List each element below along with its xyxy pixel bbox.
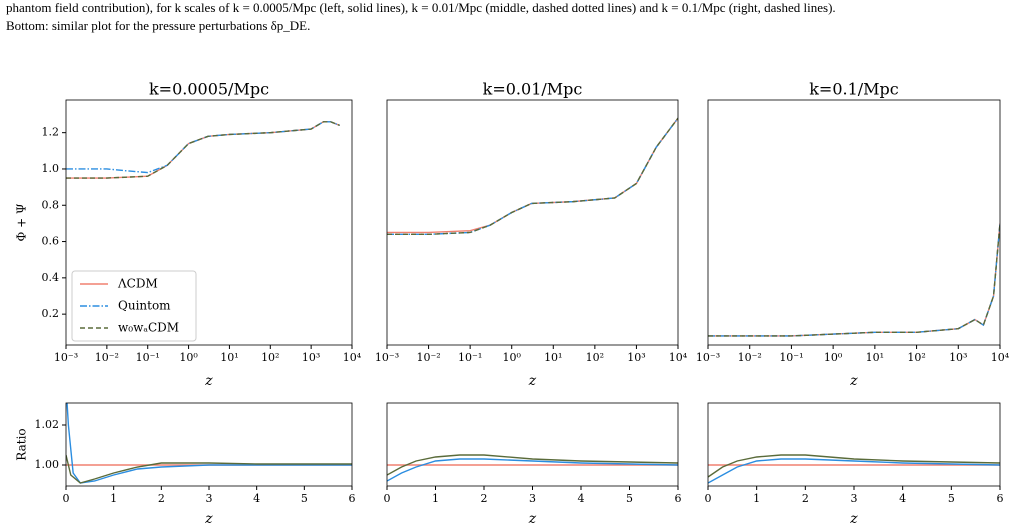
x-axis-label: z xyxy=(204,511,213,527)
legend-label: w₀wₐCDM xyxy=(118,321,179,335)
series-line xyxy=(387,117,678,234)
y-tick-label: 0.6 xyxy=(42,235,60,248)
x-tick-label: 10⁰ xyxy=(503,351,522,364)
y-tick-label: 1.00 xyxy=(35,458,60,471)
x-tick-label: 10³ xyxy=(949,351,967,364)
x-tick-label: 6 xyxy=(349,492,356,505)
panel-title: k=0.0005/Mpc xyxy=(149,80,269,99)
x-tick-label: 10⁰ xyxy=(179,351,198,364)
x-tick-label: 10⁻² xyxy=(416,351,440,364)
x-tick-label: 4 xyxy=(899,492,906,505)
x-tick-label: 10⁻¹ xyxy=(458,351,482,364)
axes-frame xyxy=(65,402,353,487)
caption-line: phantom field contribution), for k scale… xyxy=(6,0,836,15)
x-tick-label: 5 xyxy=(301,492,308,505)
x-tick-label: 10¹ xyxy=(866,351,884,364)
x-tick-label: 6 xyxy=(997,492,1004,505)
x-tick-label: 10³ xyxy=(627,351,645,364)
x-axis-label: z xyxy=(528,373,537,389)
x-tick-label: 10² xyxy=(907,351,925,364)
x-axis-label: z xyxy=(204,373,213,389)
y-tick-label: 0.8 xyxy=(42,198,60,211)
y-tick-label: 0.2 xyxy=(42,307,60,320)
x-tick-label: 10⁰ xyxy=(824,351,843,364)
x-tick-label: 0 xyxy=(705,492,712,505)
x-tick-label: 10⁻³ xyxy=(375,351,399,364)
y-axis-label: Φ + Ψ xyxy=(15,203,29,242)
series-line xyxy=(708,223,1000,337)
x-tick-label: 2 xyxy=(158,492,165,505)
x-tick-label: 5 xyxy=(626,492,633,505)
x-tick-label: 10² xyxy=(586,351,604,364)
series-line xyxy=(387,117,678,235)
series-line xyxy=(66,403,352,484)
legend-box xyxy=(71,270,197,342)
y-tick-label: 0.4 xyxy=(42,271,60,284)
series-line xyxy=(708,458,1000,484)
axes-frame xyxy=(65,99,353,346)
x-tick-label: 4 xyxy=(578,492,585,505)
panel-title: k=0.01/Mpc xyxy=(483,80,583,99)
x-tick-label: 6 xyxy=(675,492,682,505)
series-line xyxy=(66,121,340,179)
x-tick-label: 10² xyxy=(261,351,279,364)
x-tick-label: 10⁻³ xyxy=(696,351,720,364)
y-tick-label: 1.0 xyxy=(42,162,60,175)
x-tick-label: 0 xyxy=(63,492,70,505)
x-tick-label: 1 xyxy=(110,492,117,505)
axes-frame xyxy=(386,99,679,346)
series-line xyxy=(708,223,1000,337)
x-tick-label: 3 xyxy=(851,492,858,505)
y-tick-label: 1.2 xyxy=(42,126,60,139)
legend-label: Quintom xyxy=(118,299,171,313)
x-axis-label: z xyxy=(849,511,858,527)
x-tick-label: 10⁻¹ xyxy=(779,351,803,364)
x-tick-label: 10⁻² xyxy=(738,351,762,364)
x-tick-label: 10⁻³ xyxy=(54,351,78,364)
series-line xyxy=(66,454,352,484)
x-tick-label: 0 xyxy=(384,492,391,505)
axes-frame xyxy=(707,402,1001,487)
x-tick-label: 10¹ xyxy=(220,351,238,364)
x-tick-label: 3 xyxy=(206,492,213,505)
x-tick-label: 10³ xyxy=(302,351,320,364)
series-line xyxy=(387,117,678,235)
axes-frame xyxy=(386,402,679,487)
x-tick-label: 10⁻² xyxy=(95,351,119,364)
x-tick-label: 2 xyxy=(481,492,488,505)
x-axis-label: z xyxy=(849,373,858,389)
series-line xyxy=(387,454,678,476)
x-tick-label: 4 xyxy=(253,492,260,505)
y-tick-label: 1.02 xyxy=(35,418,60,431)
series-line xyxy=(66,121,340,174)
caption-line: Bottom: similar plot for the pressure pe… xyxy=(6,18,310,33)
x-tick-label: 5 xyxy=(948,492,955,505)
series-line xyxy=(708,223,1000,337)
x-tick-label: 10⁴ xyxy=(991,351,1010,364)
x-tick-label: 3 xyxy=(529,492,536,505)
y-axis-label: Ratio xyxy=(15,428,29,460)
legend-label: ΛCDM xyxy=(117,277,158,291)
x-tick-label: 10⁴ xyxy=(669,351,688,364)
x-tick-label: 10⁴ xyxy=(343,351,362,364)
series-line xyxy=(387,458,678,482)
x-tick-label: 10⁻¹ xyxy=(136,351,160,364)
x-tick-label: 2 xyxy=(802,492,809,505)
x-tick-label: 1 xyxy=(432,492,439,505)
x-tick-label: 10¹ xyxy=(544,351,562,364)
series-line xyxy=(708,454,1000,478)
x-axis-label: z xyxy=(528,511,537,527)
axes-frame xyxy=(707,99,1001,346)
panel-title: k=0.1/Mpc xyxy=(809,80,899,99)
x-tick-label: 1 xyxy=(753,492,760,505)
